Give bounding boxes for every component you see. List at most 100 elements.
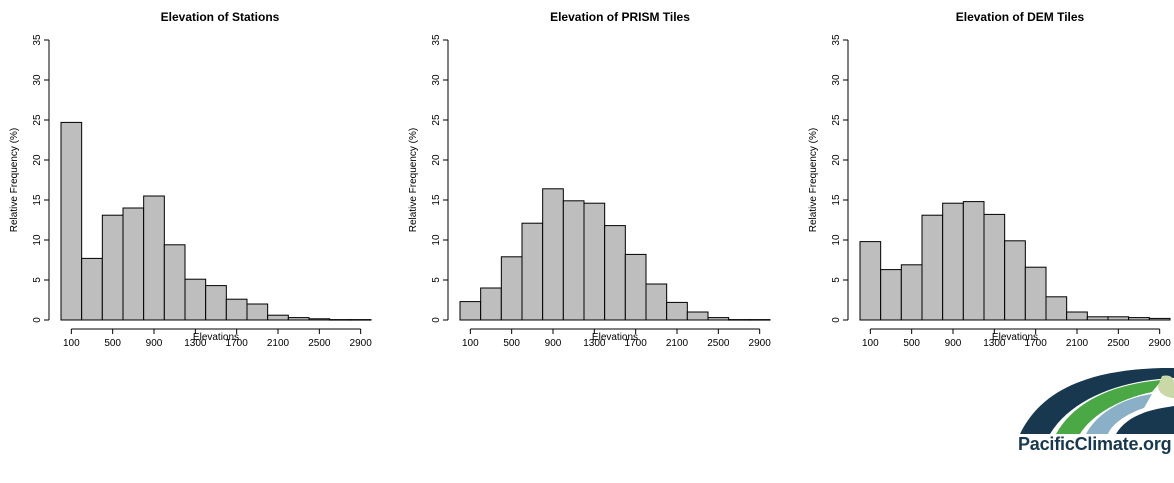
x-tick-label: 2100 [1066, 338, 1089, 349]
chart-title: Elevation of DEM Tiles [956, 10, 1085, 24]
x-tick-label: 2900 [350, 338, 373, 349]
x-tick-label: 500 [503, 338, 520, 349]
y-tick-label: 10 [431, 234, 442, 246]
y-tick-label: 20 [32, 154, 43, 166]
y-tick-label: 30 [831, 74, 842, 86]
histogram-bar [225, 298, 248, 321]
y-tick-label: 15 [831, 194, 842, 206]
x-axis-label: Elevations [592, 332, 638, 343]
x-tick-label: 1700 [226, 338, 249, 349]
x-tick-label: 500 [903, 338, 920, 349]
y-tick-label: 5 [431, 277, 442, 283]
x-tick-label: 2900 [1149, 338, 1172, 349]
y-tick-label: 30 [431, 74, 442, 86]
histogram-bar [459, 301, 482, 321]
histogram-bar [1045, 296, 1068, 321]
histogram-bar [983, 213, 1006, 321]
x-tick-label: 1300 [983, 338, 1006, 349]
x-tick-label: 2100 [267, 338, 290, 349]
y-axis-label: Relative Frequency (%) [9, 128, 20, 232]
histogram-bar [329, 319, 351, 321]
histogram-bar [1148, 317, 1171, 321]
histogram-bar [666, 301, 688, 321]
x-axis-label: Elevations [193, 332, 239, 343]
x-tick-label: 900 [945, 338, 962, 349]
x-tick-label: 2900 [749, 338, 772, 349]
histogram-bar [962, 201, 985, 321]
histogram-bar [60, 121, 83, 321]
histogram-bar [122, 207, 145, 321]
histogram-bar [921, 214, 944, 321]
histogram-bar [859, 241, 882, 321]
y-tick-label: 25 [431, 114, 442, 126]
y-tick-label: 35 [831, 34, 842, 46]
histogram-bar [880, 269, 902, 321]
y-tick-label: 20 [431, 154, 442, 166]
y-tick-label: 5 [831, 277, 842, 283]
x-tick-label: 100 [63, 338, 80, 349]
histogram-bar [707, 317, 730, 321]
histogram-bar [287, 317, 310, 321]
y-tick-label: 10 [32, 234, 43, 246]
histogram-bar [143, 195, 165, 321]
x-tick-label: 100 [862, 338, 879, 349]
pacific-climate-logo: PacificClimate.org [1012, 368, 1174, 483]
y-tick-label: 5 [32, 277, 43, 283]
y-tick-label: 25 [32, 114, 43, 126]
logo-arcs-icon [1020, 368, 1174, 434]
histogram-bar [1066, 311, 1088, 321]
x-tick-label: 1300 [184, 338, 207, 349]
y-tick-label: 30 [32, 74, 43, 86]
histogram-bar [101, 214, 124, 321]
histogram-bar [1024, 266, 1047, 321]
y-axis-label: Relative Frequency (%) [408, 128, 419, 232]
histogram-bar [1004, 240, 1026, 321]
y-tick-label: 15 [32, 194, 43, 206]
histogram-bar [624, 253, 647, 321]
histogram-bar [942, 202, 964, 321]
y-tick-label: 35 [32, 34, 43, 46]
histogram-bar [1128, 317, 1150, 321]
histogram-bar [748, 319, 771, 321]
histogram-bar [163, 244, 186, 321]
histogram-bar [521, 222, 544, 321]
x-tick-label: 1700 [1025, 338, 1048, 349]
y-tick-label: 20 [831, 154, 842, 166]
x-tick-label: 1700 [625, 338, 648, 349]
chart-title: Elevation of PRISM Tiles [550, 10, 690, 24]
x-tick-label: 2100 [666, 338, 689, 349]
y-tick-label: 0 [32, 317, 43, 323]
histogram-bar [500, 256, 523, 321]
histogram-bar [246, 303, 269, 321]
x-tick-label: 2500 [1107, 338, 1130, 349]
histogram-bar [480, 287, 502, 321]
x-tick-label: 2500 [308, 338, 331, 349]
y-tick-label: 25 [831, 114, 842, 126]
histogram-bar [900, 264, 923, 321]
x-tick-label: 2500 [707, 338, 730, 349]
histogram-bar [349, 319, 372, 321]
x-axis-label: Elevations [992, 332, 1038, 343]
histogram-bar [81, 257, 103, 321]
x-tick-label: 900 [146, 338, 163, 349]
x-tick-label: 100 [462, 338, 479, 349]
chart-title: Elevation of Stations [161, 10, 280, 24]
x-tick-label: 500 [104, 338, 121, 349]
histogram-bar [1107, 316, 1130, 321]
histogram-bar [308, 318, 331, 321]
y-tick-label: 35 [431, 34, 442, 46]
histogram-bar [267, 314, 289, 321]
histogram-bar [604, 225, 626, 321]
x-tick-label: 1300 [583, 338, 606, 349]
histogram-bar [562, 200, 585, 321]
x-tick-label: 900 [545, 338, 562, 349]
histogram-bar [205, 285, 227, 321]
histogram-bar [645, 283, 668, 321]
y-tick-label: 0 [831, 317, 842, 323]
histogram-bar [1086, 316, 1109, 321]
histogram-bar [728, 319, 750, 321]
logo-text: PacificClimate.org [1018, 434, 1172, 454]
y-axis-label: Relative Frequency (%) [808, 128, 819, 232]
histogram-bar [583, 202, 606, 321]
